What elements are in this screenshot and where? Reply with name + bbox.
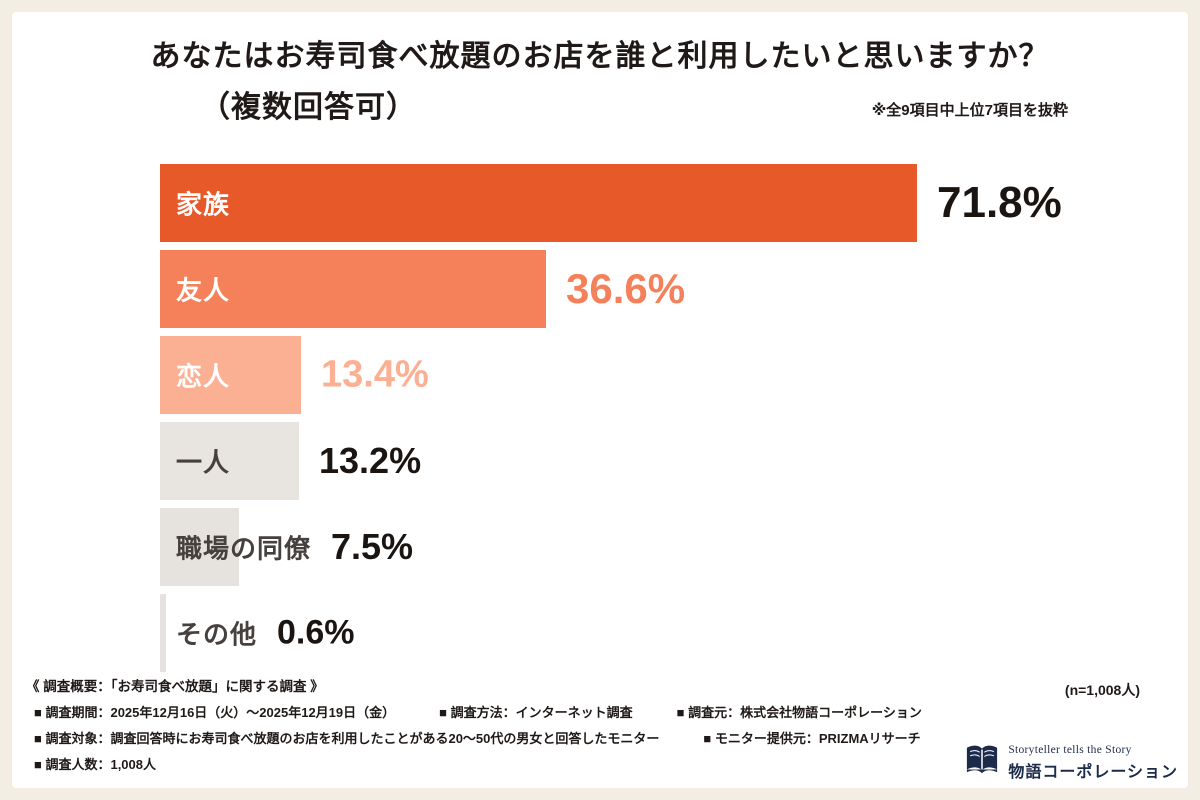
logo-tagline: Storyteller tells the Story — [1008, 743, 1132, 756]
survey-detail-item: ■ モニター提供元：PRIZMAリサーチ — [703, 731, 921, 746]
chart-note: ※全9項目中上位7項目を抜粋 — [871, 101, 1068, 119]
bar-value: 7.5% — [331, 525, 414, 567]
bar-label: 友人 — [176, 275, 231, 305]
sample-size-note: (n=1,008人) — [1064, 681, 1140, 698]
bar-row: 家族 71.8% — [160, 163, 1120, 242]
bar-label: 一人 — [176, 447, 231, 477]
book-icon — [963, 743, 1001, 782]
bar-row: 職場の同僚 7.5% — [160, 507, 1120, 586]
survey-detail-item: ■ 調査期間：2025年12月16日（火）〜2025年12月19日（金） — [34, 705, 396, 720]
bar-chart: 家族 71.8% 友人 36.6% 恋人 13.4% 一人 13.2% 職場の同… — [160, 163, 1120, 672]
bar — [160, 163, 918, 242]
bar-label: 家族 — [176, 189, 231, 219]
bar-label: その他 — [176, 619, 258, 649]
survey-detail-line: ■ 調査期間：2025年12月16日（火）〜2025年12月19日（金） ■ 調査… — [26, 702, 1174, 721]
chart-header: あなたはお寿司食べ放題のお店を誰と利用したいと思いますか？ （複数回答可） ※全… — [12, 38, 1188, 126]
chart-header-row2: （複数回答可） ※全9項目中上位7項目を抜粋 — [200, 82, 1068, 126]
bar-label: 恋人 — [176, 361, 231, 391]
survey-overview: 《 調査概要：「お寿司食べ放題」に関する調査 》 — [26, 679, 324, 694]
bar-value: 0.6% — [277, 613, 355, 651]
bar-value: 13.2% — [319, 439, 422, 481]
bar-row: その他 0.6% — [160, 593, 1120, 672]
bar — [160, 421, 300, 500]
survey-detail-item: ■ 調査元：株式会社物語コーポレーション — [676, 705, 922, 720]
logo-company: 物語コーポレーション — [1008, 763, 1178, 781]
survey-detail-line: ■ 調査対象：調査回答時にお寿司食べ放題のお店を利用したことがある20〜50代の… — [26, 728, 1174, 747]
bar-row: 恋人 13.4% — [160, 335, 1120, 414]
bar-value: 36.6% — [566, 264, 686, 312]
chart-title-line2: （複数回答可） — [200, 90, 417, 124]
survey-details: ■ 調査期間：2025年12月16日（火）〜2025年12月19日（金） ■ 調査… — [26, 702, 1174, 773]
survey-footer: 《 調査概要：「お寿司食べ放題」に関する調査 》 ■ 調査期間：2025年12月… — [26, 675, 1174, 780]
chart-title-line1: あなたはお寿司食べ放題のお店を誰と利用したいと思いますか？ — [150, 40, 1050, 73]
bar — [160, 507, 240, 586]
bar — [160, 249, 547, 328]
survey-detail-item: ■ 調査方法：インターネット調査 — [439, 705, 633, 720]
bar-value: 71.8% — [937, 177, 1062, 227]
bar-label: 職場の同僚 — [176, 533, 312, 563]
company-logo-texts: Storyteller tells the Story 物語コーポレーション — [1008, 744, 1178, 782]
bar — [160, 335, 302, 414]
bar-row: 一人 13.2% — [160, 421, 1120, 500]
survey-detail-item: ■ 調査対象：調査回答時にお寿司食べ放題のお店を利用したことがある20〜50代の… — [34, 731, 660, 746]
company-logo: Storyteller tells the Story 物語コーポレーション — [957, 739, 1184, 786]
survey-detail-line: ■ 調査人数：1,008人 — [26, 754, 1174, 773]
bar-row: 友人 36.6% — [160, 249, 1120, 328]
chart-card: あなたはお寿司食べ放題のお店を誰と利用したいと思いますか？ （複数回答可） ※全… — [12, 12, 1188, 788]
bar-value: 13.4% — [321, 353, 429, 395]
survey-detail-item: ■ 調査人数：1,008人 — [34, 757, 156, 772]
bar — [160, 593, 167, 672]
